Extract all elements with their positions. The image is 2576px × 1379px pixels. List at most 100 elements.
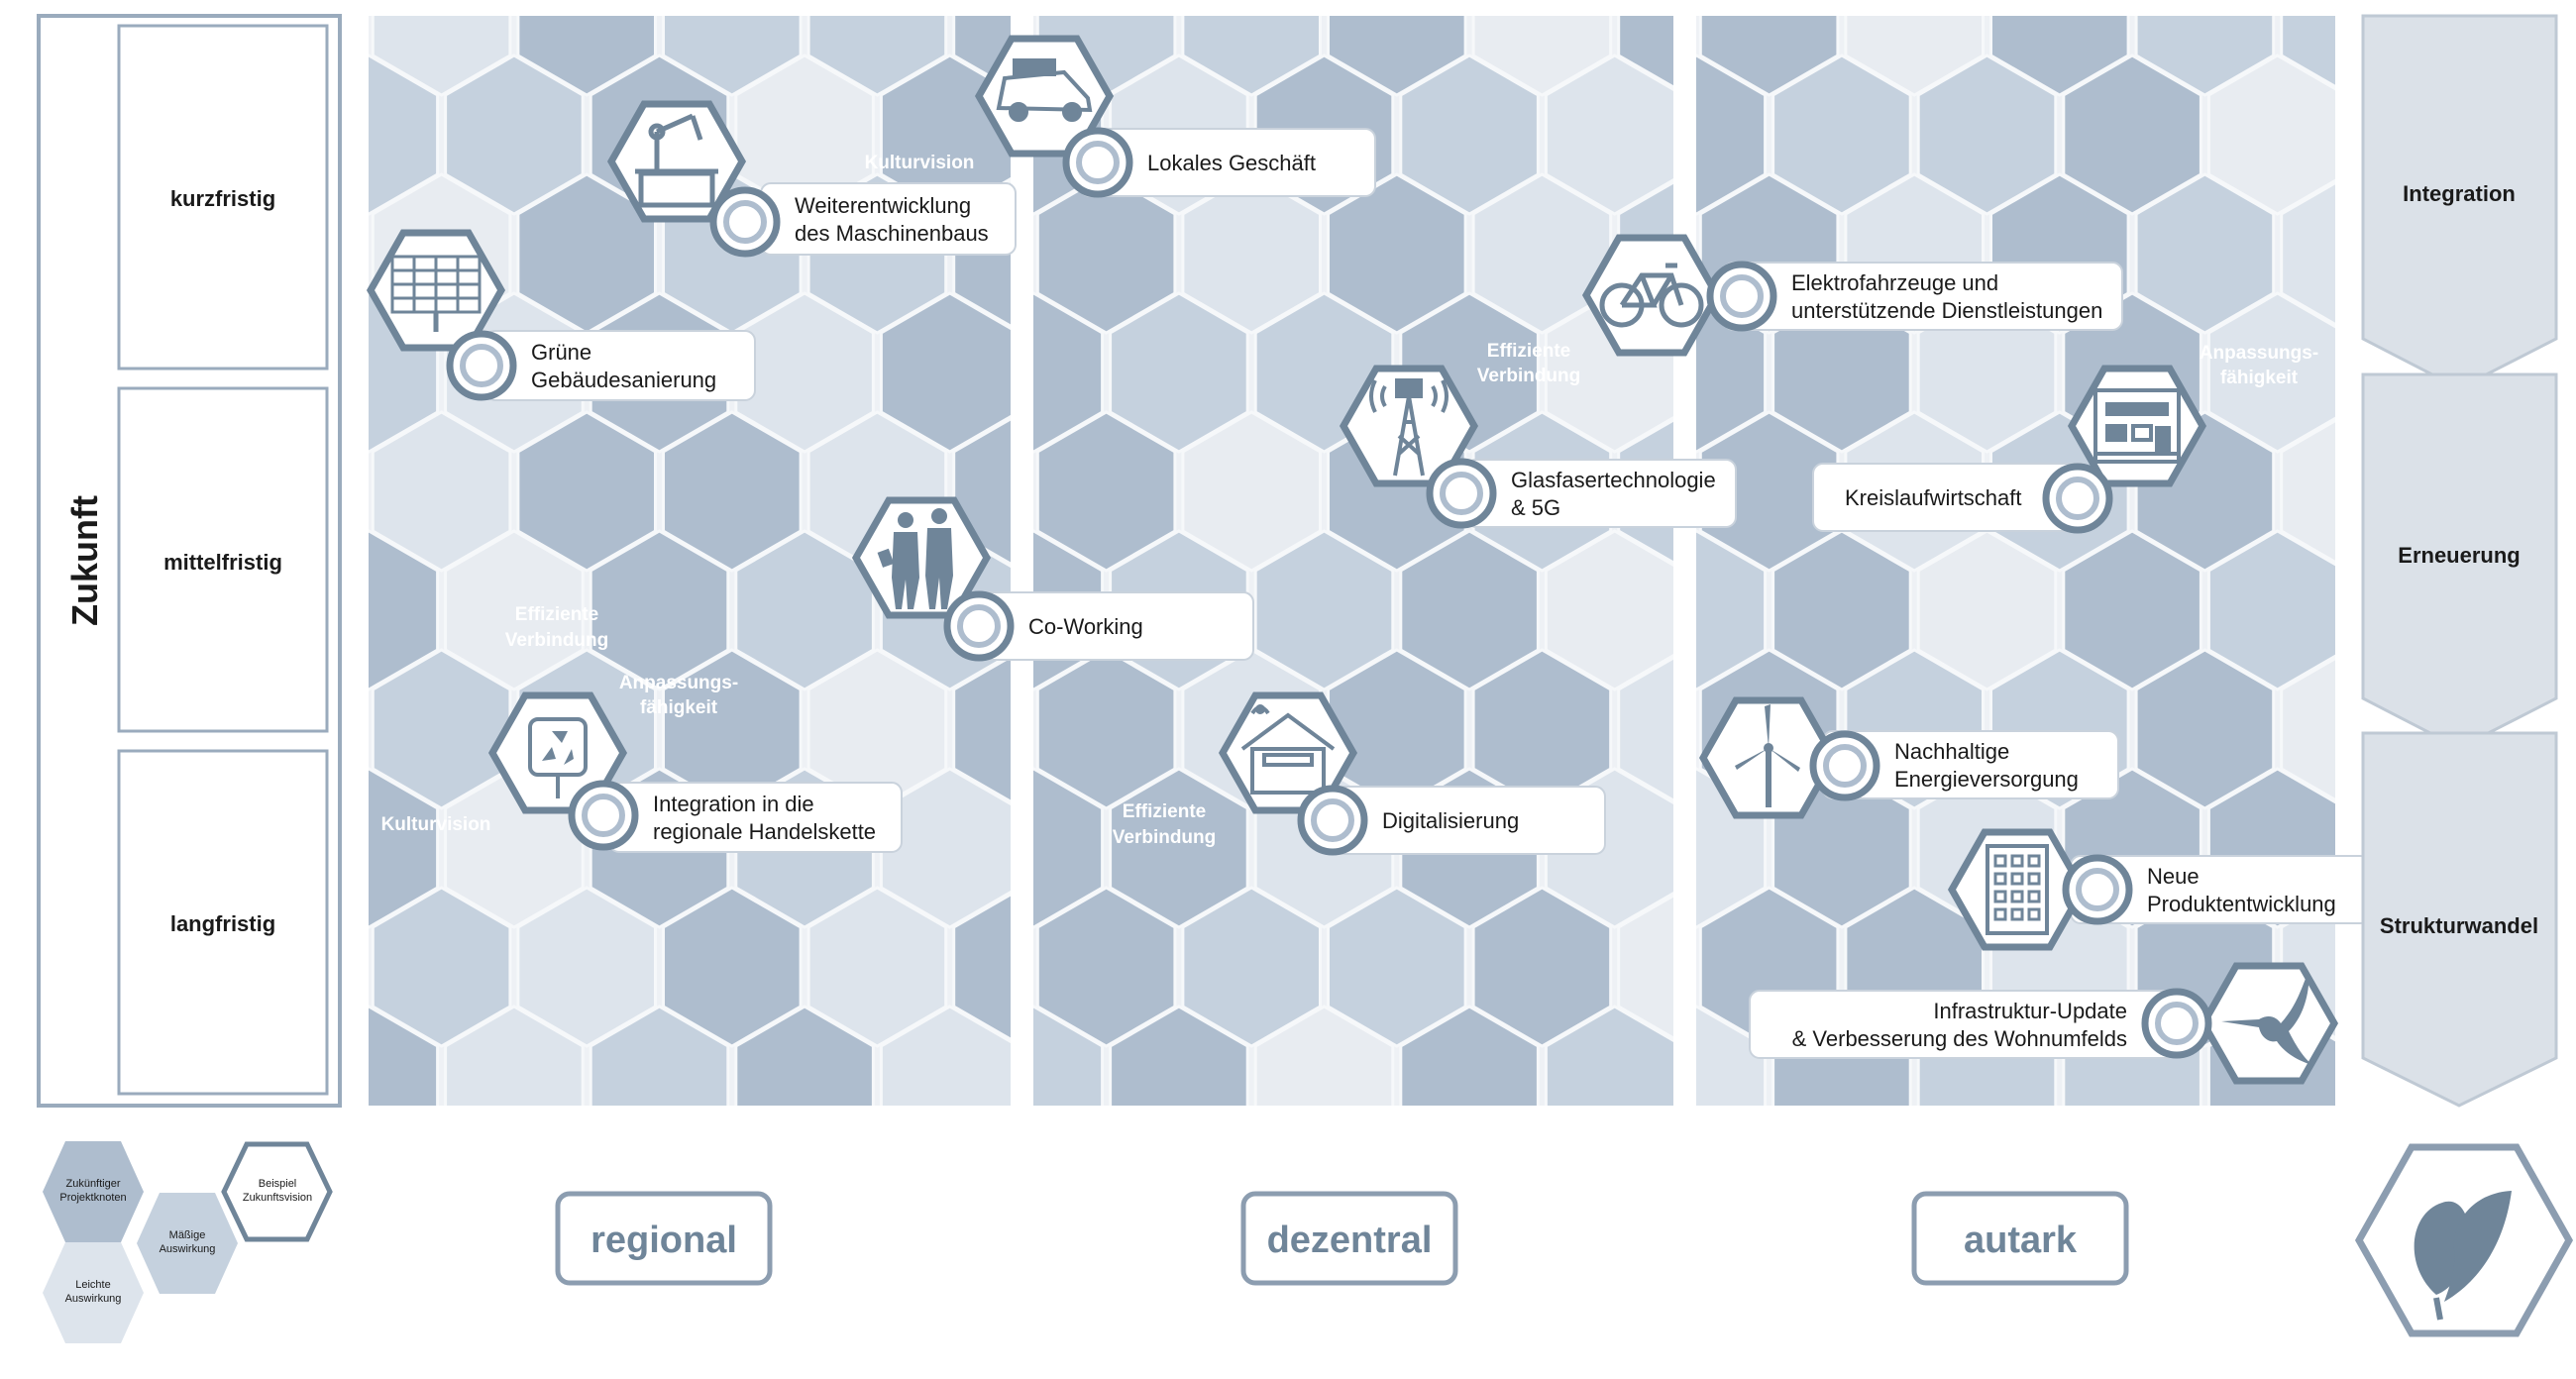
- svg-text:Verbindung: Verbindung: [1477, 366, 1581, 386]
- row-label-mittelfristig: mittelfristig: [163, 550, 282, 575]
- ring-icon: [568, 780, 639, 851]
- project-node: Weiterentwicklung des Maschinenbaus: [611, 104, 1017, 258]
- hummingbird-icon: [2203, 966, 2334, 1081]
- legend: Zukünftiger Projektknoten Mäßige Auswirkun…: [43, 1141, 333, 1343]
- svg-text:Auswirkung: Auswirkung: [160, 1243, 216, 1255]
- project-label-line: Neue: [2147, 864, 2200, 889]
- svg-text:Zukünftiger: Zukünftiger: [65, 1178, 120, 1190]
- phase-chevron-erneuerung: [2361, 372, 2558, 750]
- grid-hex: [1556, 1125, 1693, 1284]
- recycle-icon: [492, 695, 623, 810]
- project-label-line: Digitalisierung: [1382, 808, 1519, 833]
- column-label-dezentral: dezentral: [1267, 1220, 1433, 1261]
- project-label-line: Nachhaltige: [1894, 739, 2009, 764]
- ring-icon: [1706, 261, 1777, 332]
- antenna-tower-icon: [1343, 369, 1474, 483]
- grid-hex: [2136, 1125, 2274, 1284]
- truck-icon: [979, 39, 1110, 154]
- phase-label-strukturwandel: Strukturwandel: [2380, 913, 2538, 938]
- project-label-line: des Maschinenbaus: [795, 221, 989, 246]
- column-labels: regional dezentral autark: [555, 1191, 2129, 1286]
- grid-hex: [1619, 1125, 1757, 1284]
- grid-hex: [1700, 1125, 1838, 1284]
- column-box-regional: [555, 1191, 773, 1286]
- phase-chevrons: Integration Erneuerung Strukturwandel: [2361, 14, 2558, 1108]
- project-node: Digitalisierung: [1223, 695, 1606, 856]
- phase-chevron-strukturwandel: [2361, 731, 2558, 1108]
- legend-hex-moderate: [137, 1193, 238, 1294]
- legend-label-moderate: Mäßige Auswirkung: [160, 1229, 216, 1255]
- zukunft-title: Zukunft: [64, 495, 105, 626]
- hex-grid-autark: [1556, 16, 2335, 1284]
- tag-effiziente-lower: Effiziente Verbindung: [1113, 801, 1217, 848]
- project-label-line: & Verbesserung des Wohnumfelds: [1792, 1026, 2127, 1051]
- svg-text:Anpassungs-: Anpassungs-: [619, 673, 738, 693]
- column-box-dezentral: [1240, 1191, 1458, 1286]
- grid-hex: [1473, 1125, 1611, 1284]
- ring-icon: [1809, 730, 1880, 801]
- project-node: Neue Produktentwicklung: [1952, 832, 2371, 947]
- project-label-line: Lokales Geschäft: [1147, 151, 1316, 175]
- row-box-mittelfristig: [117, 386, 329, 733]
- legend-label-light: Leichte Auswirkung: [65, 1279, 122, 1305]
- tag-kulturvision-top: Kulturvision: [865, 153, 975, 173]
- phase-label-erneuerung: Erneuerung: [2398, 543, 2520, 568]
- column-label-regional: regional: [590, 1220, 737, 1261]
- project-node: Co-Working: [856, 500, 1254, 662]
- grid-hex: [1037, 1125, 1175, 1284]
- svg-text:Auswirkung: Auswirkung: [65, 1293, 122, 1305]
- grid-hex: [808, 1125, 946, 1284]
- ring-icon: [1297, 785, 1368, 856]
- grid-hex: [954, 1125, 1092, 1284]
- people-icon: [856, 500, 987, 615]
- project-label-line: unterstützende Dienstleistungen: [1791, 298, 2102, 323]
- project-label-line: Co-Working: [1028, 614, 1143, 639]
- tag-kulturvision-left: Kulturvision: [381, 814, 491, 835]
- circuit-board-icon: [2072, 369, 2202, 483]
- leaf-logo: [2354, 1143, 2574, 1337]
- ring-icon: [943, 590, 1015, 662]
- smart-house-icon: [1223, 695, 1353, 810]
- ring-icon: [2042, 463, 2113, 534]
- project-node: Grüne Gebäudesanierung: [371, 233, 756, 401]
- ring-icon: [1426, 458, 1497, 529]
- svg-text:Verbindung: Verbindung: [1113, 827, 1217, 848]
- svg-text:Leichte: Leichte: [75, 1279, 110, 1291]
- grid-hex: [893, 1125, 1030, 1284]
- svg-text:Anpassungs-: Anpassungs-: [2200, 343, 2318, 364]
- project-label-line: Glasfasertechnologie: [1511, 468, 1716, 492]
- tag-effiziente-mid: Effiziente Verbindung: [1477, 341, 1581, 386]
- project-label-line: Elektrofahrzeuge und: [1791, 270, 1998, 295]
- project-label-line: Weiterentwicklung: [795, 193, 971, 218]
- column-label-autark: autark: [1964, 1220, 2078, 1261]
- row-box-langfristig: [117, 749, 329, 1096]
- tag-anpassung-left: Anpassungs- fähigkeit: [619, 673, 738, 718]
- project-node: Kreislaufwirtschaft: [1812, 369, 2202, 534]
- project-label-line: Produktentwicklung: [2147, 892, 2336, 916]
- svg-text:fähigkeit: fähigkeit: [2220, 368, 2299, 388]
- project-label-line: regionale Handelskette: [653, 819, 876, 844]
- row-box-kurzfristig: [117, 24, 329, 371]
- project-label-line: Grüne: [531, 340, 591, 365]
- svg-text:Effiziente: Effiziente: [515, 604, 598, 625]
- project-label-line: Infrastruktur-Update: [1933, 999, 2127, 1023]
- svg-text:Effiziente: Effiziente: [1487, 341, 1570, 362]
- svg-text:Effiziente: Effiziente: [1123, 801, 1206, 822]
- svg-text:Beispiel: Beispiel: [259, 1178, 297, 1190]
- phase-chevron-integration: [2361, 14, 2558, 390]
- legend-label-example: Beispiel Zukunftsvision: [243, 1178, 312, 1204]
- ring-icon: [1062, 127, 1133, 198]
- wind-turbine-icon: [1703, 700, 1834, 815]
- bicycle-icon: [1586, 238, 1717, 353]
- svg-text:Verbindung: Verbindung: [505, 630, 609, 651]
- project-node: Glasfasertechnologie & 5G: [1343, 369, 1737, 529]
- ring-icon: [2062, 854, 2133, 925]
- project-node: Nachhaltige Energieversorgung: [1703, 700, 2119, 815]
- robot-arm-icon: [611, 104, 742, 219]
- phase-label-integration: Integration: [2403, 181, 2516, 206]
- project-node: Lokales Geschäft: [979, 39, 1376, 198]
- office-building-icon: [1952, 832, 2083, 947]
- svg-text:fähigkeit: fähigkeit: [640, 697, 718, 718]
- project-label-line: Kreislaufwirtschaft: [1845, 485, 2022, 510]
